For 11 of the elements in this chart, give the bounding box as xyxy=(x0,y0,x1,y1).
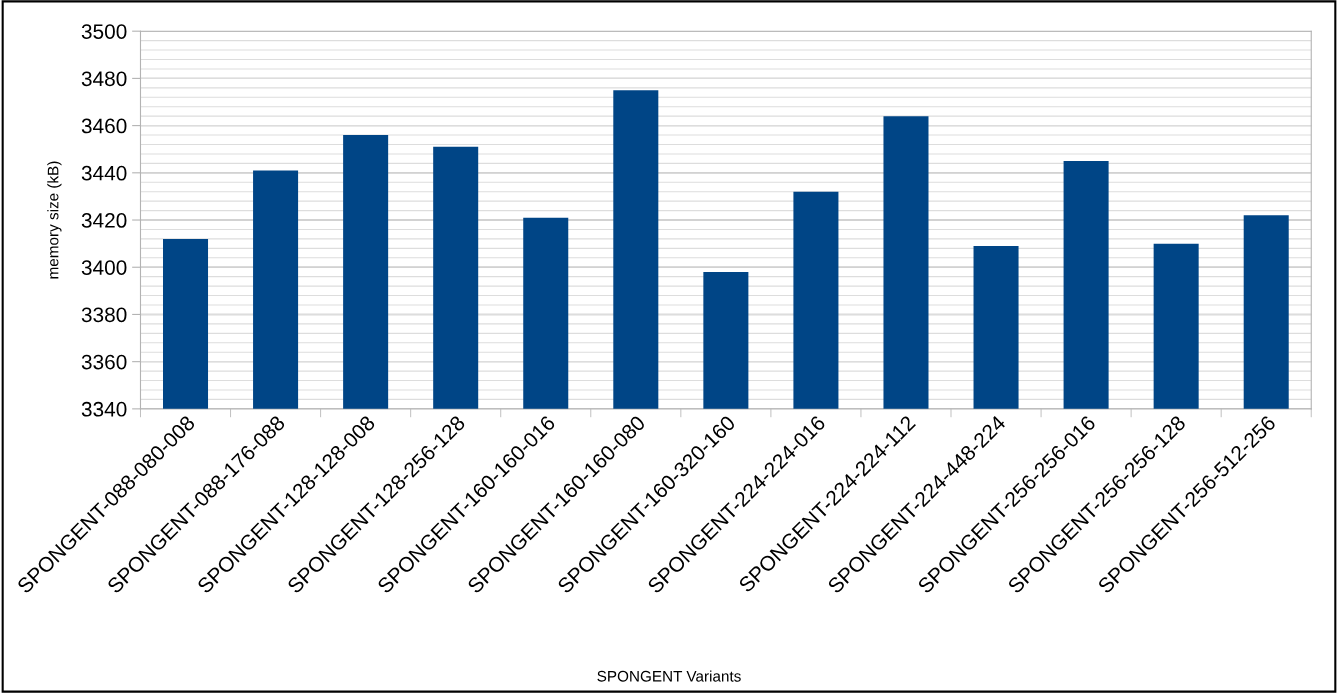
y-tick-label: 3500 xyxy=(81,24,127,39)
y-tick-label: 3360 xyxy=(81,354,127,370)
y-tick-label: 3420 xyxy=(81,213,127,228)
y-tick-label: 3400 xyxy=(81,260,127,275)
y-tick-label: 3380 xyxy=(81,307,127,323)
y-tick-label: 3480 xyxy=(81,71,127,87)
x-axis-title: SPONGENT Variants xyxy=(597,670,741,682)
y-tick-label: 3440 xyxy=(81,165,127,181)
y-tick-label: 3460 xyxy=(81,118,127,134)
y-axis-title: memory size (kB) xyxy=(47,161,62,279)
y-tick-label: 3340 xyxy=(81,401,127,417)
